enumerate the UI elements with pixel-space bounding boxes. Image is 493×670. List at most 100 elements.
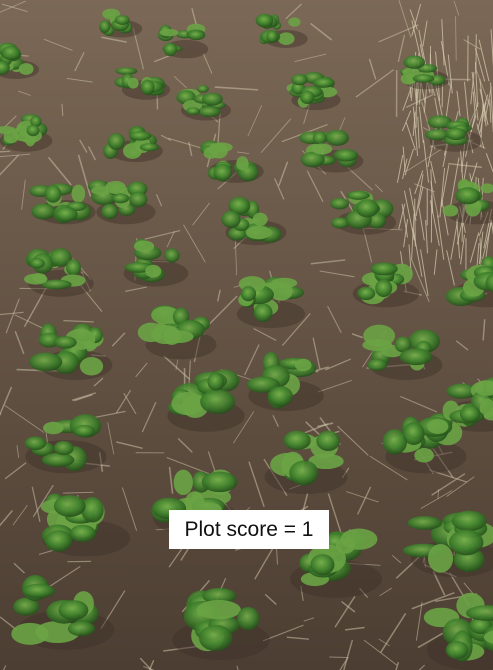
leaf: [469, 617, 492, 635]
leaf: [449, 529, 484, 556]
straw-strand: [16, 445, 20, 458]
leaf: [363, 324, 396, 347]
dry-grass-strand: [412, 227, 423, 277]
straw-strand: [160, 134, 172, 142]
leaf: [466, 605, 493, 621]
straw-strand: [0, 154, 20, 176]
straw-strand: [183, 224, 206, 263]
leaf: [245, 225, 272, 240]
straw-strand: [193, 332, 202, 363]
leaf: [255, 13, 274, 28]
leaf: [451, 510, 487, 532]
dry-grass-strand: [471, 71, 479, 121]
straw-strand: [361, 224, 373, 263]
leaf: [427, 418, 449, 434]
leaf: [129, 191, 148, 208]
straw-strand: [417, 632, 444, 649]
straw-strand: [217, 111, 221, 148]
leaf: [43, 421, 64, 435]
dry-grass-strand: [460, 234, 465, 265]
dry-grass-strand: [415, 82, 418, 128]
leaf: [403, 55, 425, 69]
leaf: [73, 424, 95, 438]
straw-strand: [415, 601, 423, 641]
leaf: [236, 156, 249, 171]
straw-strand: [282, 313, 311, 346]
straw-strand: [395, 661, 400, 670]
dry-grass-strand: [418, 106, 424, 144]
dry-grass-strand: [478, 231, 484, 265]
leaf: [445, 640, 469, 660]
dry-grass-strand: [456, 218, 461, 259]
dry-grass-strand: [411, 20, 422, 62]
dry-grass-strand: [412, 111, 416, 137]
leaf: [316, 430, 341, 452]
dry-grass-strand: [489, 99, 492, 123]
straw-strand: [411, 591, 455, 610]
straw-strand: [406, 148, 442, 172]
plant-clumps: [0, 8, 493, 662]
straw-strand: [101, 36, 127, 43]
leaf: [330, 197, 350, 210]
straw-strand: [391, 554, 402, 564]
leaf: [283, 430, 311, 451]
straw-strand: [71, 392, 97, 401]
straw-strand: [374, 184, 383, 193]
straw-strand: [192, 202, 210, 226]
dry-grass-strand: [478, 39, 490, 82]
dry-grass-strand: [490, 219, 493, 235]
dry-grass-strand: [480, 102, 484, 147]
leaf: [201, 471, 238, 493]
straw-strand: [0, 150, 11, 153]
straw-strand: [346, 491, 379, 503]
leaf: [402, 67, 420, 79]
leaf: [357, 286, 376, 301]
leaf: [240, 286, 257, 302]
leaf: [474, 380, 493, 396]
straw-strand: [166, 457, 209, 475]
straw-strand: [379, 587, 393, 597]
dry-grass-strand: [401, 110, 412, 132]
straw-strand: [79, 139, 88, 153]
leaf: [202, 587, 237, 605]
dry-grass-strand: [429, 200, 440, 246]
straw-strand: [272, 414, 279, 427]
leaf: [49, 248, 72, 267]
leaf: [69, 524, 96, 543]
straw-strand: [5, 298, 20, 334]
leaf: [402, 422, 425, 446]
dry-grass-strand: [402, 158, 408, 180]
leaf: [446, 383, 478, 399]
leaf: [186, 107, 201, 116]
straw-strand: [380, 612, 407, 653]
dry-grass-strand: [483, 208, 493, 249]
straw-strand: [4, 462, 27, 480]
dry-grass-strand: [405, 122, 416, 151]
dry-grass-strand: [403, 218, 409, 248]
plot-score-label: Plot score = 1: [169, 510, 329, 549]
straw-strand: [234, 236, 237, 276]
straw-strand: [334, 595, 356, 628]
leaf: [30, 115, 42, 128]
leaf: [412, 74, 435, 83]
straw-strand: [310, 22, 333, 41]
straw-strand: [115, 389, 132, 414]
dry-grass-strand: [490, 29, 493, 67]
straw-strand: [351, 333, 363, 339]
dry-grass-strand: [470, 72, 475, 105]
leaf: [199, 624, 233, 652]
straw-strand: [339, 656, 349, 670]
straw-strand: [431, 473, 466, 496]
leaf: [340, 528, 378, 550]
leaf: [308, 453, 344, 470]
straw-strand: [260, 118, 292, 154]
leaf: [196, 85, 209, 93]
leaf: [203, 147, 219, 159]
straw-strand: [262, 624, 304, 642]
leaf: [22, 583, 56, 599]
straw-strand: [175, 359, 179, 371]
straw-strand: [285, 3, 303, 20]
straw-strand: [87, 146, 97, 161]
